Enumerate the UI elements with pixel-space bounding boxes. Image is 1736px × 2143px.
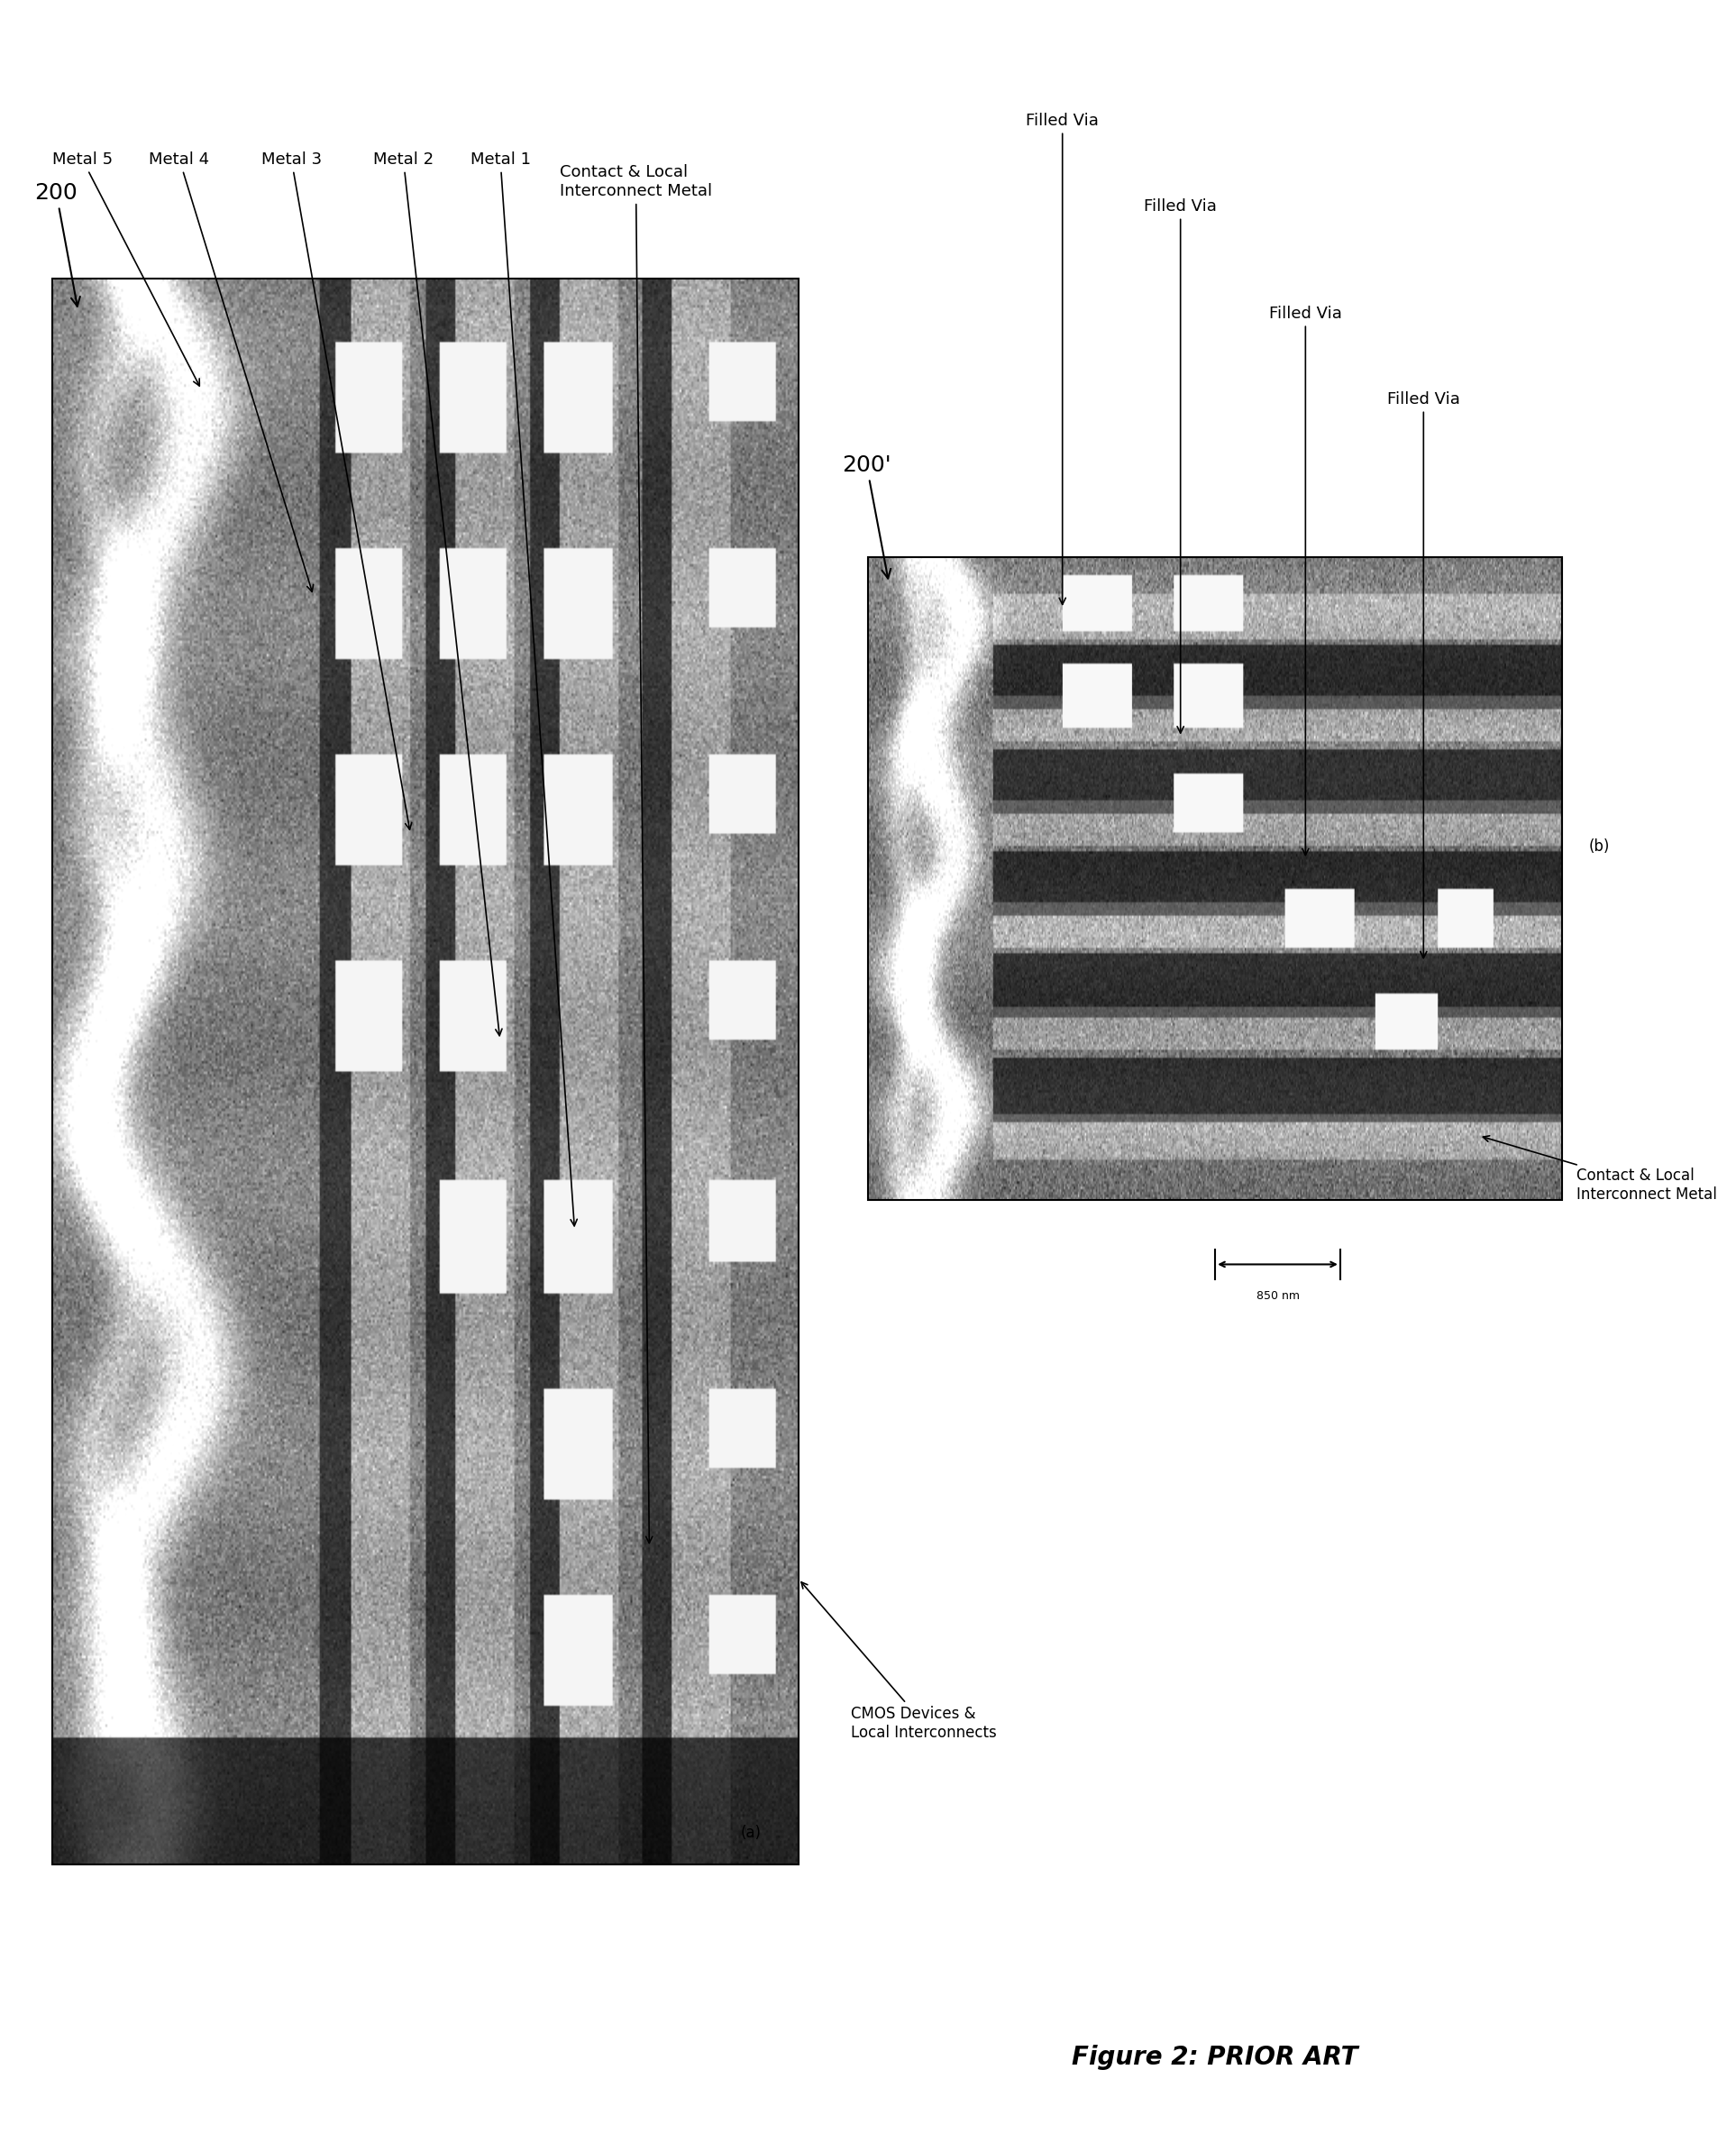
Text: CMOS Devices &
Local Interconnects: CMOS Devices & Local Interconnects — [802, 1582, 996, 1740]
Text: Metal 3: Metal 3 — [260, 152, 411, 829]
Text: Metal 4: Metal 4 — [149, 152, 312, 591]
Text: Filled Via: Filled Via — [1387, 390, 1460, 958]
Text: 200: 200 — [35, 182, 80, 306]
Text: (a): (a) — [741, 1824, 762, 1841]
Text: 200': 200' — [842, 454, 891, 579]
Text: Filled Via: Filled Via — [1144, 197, 1217, 733]
Text: Filled Via: Filled Via — [1026, 111, 1099, 604]
Bar — [52, 279, 799, 1864]
Text: 850 nm: 850 nm — [1257, 1290, 1299, 1301]
Text: Figure 2: PRIOR ART: Figure 2: PRIOR ART — [1073, 2044, 1358, 2070]
Text: Contact & Local
Interconnect Metal: Contact & Local Interconnect Metal — [1483, 1136, 1717, 1202]
Bar — [868, 557, 1562, 1200]
Text: Filled Via: Filled Via — [1269, 304, 1342, 855]
Text: (b): (b) — [1588, 838, 1609, 855]
Text: Metal 1: Metal 1 — [470, 152, 576, 1226]
Text: Metal 2: Metal 2 — [373, 152, 502, 1035]
Text: Contact & Local
Interconnect Metal: Contact & Local Interconnect Metal — [559, 165, 712, 1543]
Text: Metal 5: Metal 5 — [52, 152, 200, 386]
